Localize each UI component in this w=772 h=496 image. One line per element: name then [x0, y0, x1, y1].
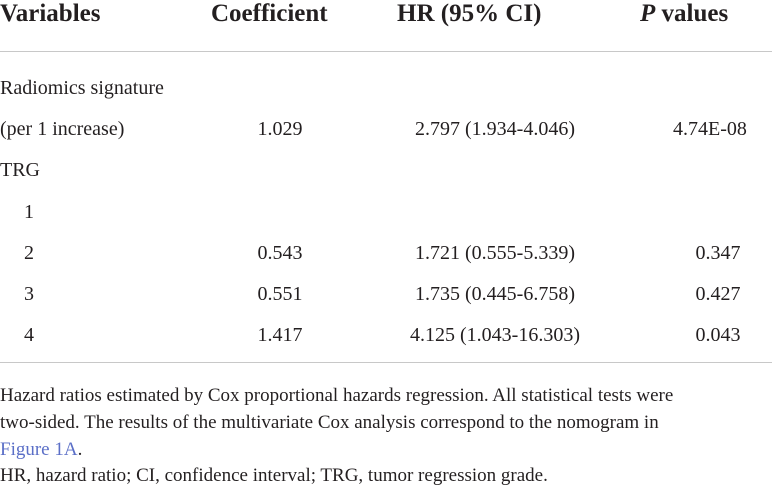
row-coefficient: 1.029	[257, 118, 303, 140]
table-bottom-divider	[0, 362, 772, 363]
header-hr: HR (95% CI)	[397, 0, 542, 27]
footnote-line-3-rest: .	[77, 439, 83, 460]
row-hr: 1.735 (0.445-6.758)	[415, 283, 575, 305]
footnote-line-2: two-sided. The results of the multivaria…	[0, 412, 659, 433]
row-hr: 1.721 (0.555-5.339)	[415, 242, 575, 264]
row-p-value: 0.427	[695, 283, 741, 305]
row-variable: 2	[24, 242, 34, 264]
header-divider	[0, 51, 772, 52]
header-variables: Variables	[0, 0, 101, 27]
footnote-abbreviations: HR, hazard ratio; CI, confidence interva…	[0, 465, 548, 486]
row-p-value: 0.347	[695, 242, 741, 264]
header-coefficient: Coefficient	[211, 0, 328, 27]
row-variable: Radiomics signature	[0, 77, 164, 99]
figure-1a-link[interactable]: Figure 1A	[0, 439, 78, 460]
row-hr: 2.797 (1.934-4.046)	[415, 118, 575, 140]
row-variable: 1	[24, 201, 34, 223]
header-p-rest: values	[655, 0, 729, 27]
row-variable: (per 1 increase)	[0, 118, 125, 140]
header-p-italic: P	[640, 0, 656, 27]
row-p-value: 4.74E-08	[673, 118, 747, 140]
row-variable: TRG	[0, 159, 40, 181]
table-header-row: Variables Coefficient HR (95% CI) P valu…	[0, 0, 772, 40]
row-coefficient: 0.551	[257, 283, 303, 305]
row-hr: 4.125 (1.043-16.303)	[410, 324, 580, 346]
footnote-line-1: Hazard ratios estimated by Cox proportio…	[0, 385, 674, 406]
row-coefficient: 0.543	[257, 242, 303, 264]
row-coefficient: 1.417	[257, 324, 303, 346]
row-variable: 3	[24, 283, 34, 305]
footnote-line-3: Figure 1A.	[0, 436, 772, 463]
header-p-values: P values	[640, 0, 728, 28]
row-variable: 4	[24, 324, 34, 346]
row-p-value: 0.043	[695, 324, 741, 346]
